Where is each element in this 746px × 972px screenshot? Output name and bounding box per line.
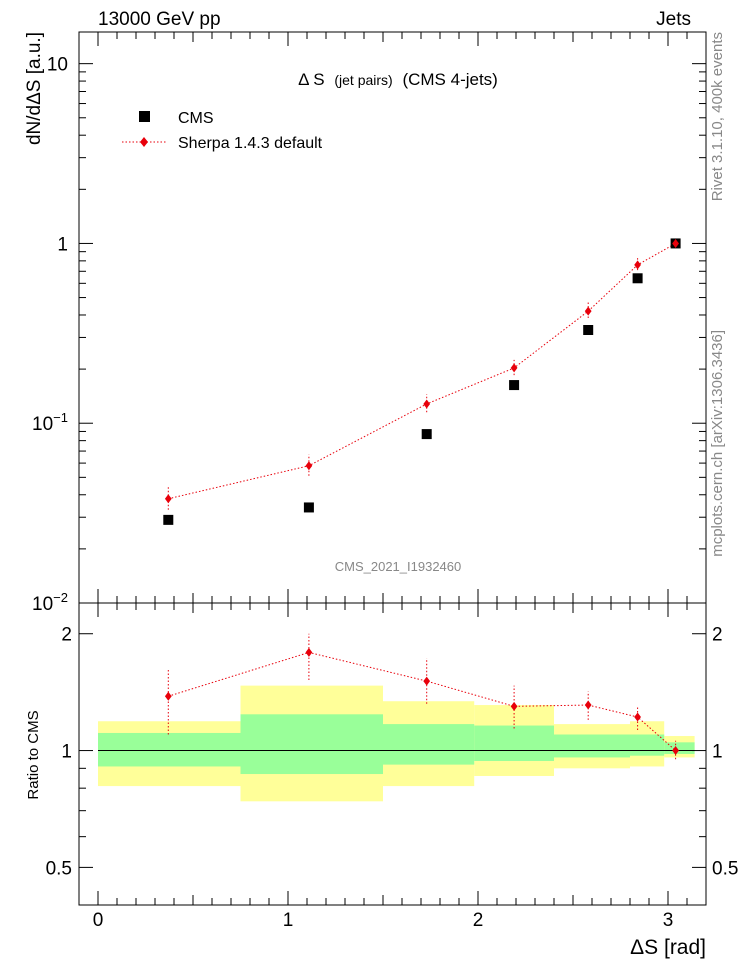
- mc-line: [168, 243, 676, 500]
- ratio-x-ticks: 0 1 2 3: [93, 603, 707, 931]
- tick-exponent: −2: [53, 590, 68, 605]
- ratio-x-tick-label: 2: [473, 910, 484, 931]
- ratio-y-tick-label-right: 0.5: [712, 858, 738, 879]
- ratio-x-tick-label: 1: [283, 910, 294, 931]
- cms-point: [632, 273, 643, 284]
- cms-point: [163, 514, 174, 525]
- main-title: Δ S (jet pairs) (CMS 4-jets): [298, 70, 498, 89]
- title-main: Δ S: [298, 70, 324, 89]
- ratio-mc-point: [305, 647, 313, 657]
- tick-exponent: −1: [53, 410, 68, 425]
- legend-mc-label: Sherpa 1.4.3 default: [178, 135, 323, 152]
- main-ylabel: dN/dΔS [a.u.]: [24, 32, 45, 145]
- mc-point: [584, 306, 592, 316]
- main-y-tick-label: 10−2: [32, 590, 68, 615]
- ratio-ylabel: Ratio to CMS: [25, 710, 42, 799]
- ratio-x-tick-label: 3: [663, 910, 674, 931]
- ratio-mc-point: [164, 691, 172, 701]
- tick-base: 10: [32, 594, 53, 615]
- legend-cms-label: CMS: [178, 110, 214, 127]
- ratio-inner-band: [240, 714, 383, 775]
- ratio-mc-point: [672, 746, 679, 756]
- ratio-y-tick-label-right: 2: [712, 625, 723, 646]
- ratio-xlabel: ΔS [rad]: [630, 936, 706, 959]
- ratio-y-ticks: 2 2 1 1 0.5 0.5: [46, 625, 738, 906]
- mcplots-label: mcplots.cern.ch [arXiv:1306.3436]: [709, 330, 726, 557]
- mc-point: [672, 238, 679, 248]
- ratio-inner-band: [383, 724, 475, 765]
- main-plot-area: [163, 238, 681, 525]
- legend-mc-marker: [140, 137, 148, 147]
- cms-point: [303, 502, 314, 513]
- ratio-inner-band: [98, 732, 241, 767]
- main-y-tick-label: 10: [47, 55, 68, 76]
- header-left: 13000 GeV pp: [98, 9, 221, 30]
- legend: CMS Sherpa 1.4.3 default: [122, 110, 323, 152]
- ratio-x-tick-label: 0: [93, 910, 104, 931]
- ratio-panel: 2 2 1 1 0.5 0.5 0 1 2 3 Ratio to CMS ΔS [rad]: [25, 602, 738, 959]
- rivet-label: Rivet 3.1.10, 400k events: [709, 32, 726, 201]
- mc-point: [510, 363, 518, 373]
- ratio-mc-point: [510, 701, 518, 711]
- title-tail: (CMS 4-jets): [402, 70, 497, 89]
- title-sub: (jet pairs): [334, 72, 392, 88]
- mc-point: [164, 494, 172, 504]
- main-x-ticks: [97, 32, 707, 603]
- ratio-y-tick-label-right: 1: [712, 742, 723, 763]
- cms-point: [421, 429, 432, 440]
- tick-base: 10: [32, 414, 53, 435]
- header-right: Jets: [656, 9, 691, 30]
- cms-point: [583, 325, 594, 336]
- cms-point: [509, 380, 520, 391]
- ratio-mc-point: [634, 712, 641, 722]
- ratio-inner-band: [474, 725, 554, 761]
- mc-point: [423, 399, 431, 409]
- ratio-plot-area: [98, 633, 695, 802]
- main-y-tick-label: 10−1: [32, 410, 68, 435]
- ratio-inner-band: [630, 734, 665, 756]
- mc-point: [634, 260, 641, 270]
- legend-cms-marker: [139, 111, 150, 122]
- ratio-y-tick-label-left: 0.5: [46, 858, 72, 879]
- analysis-watermark: CMS_2021_I1932460: [335, 559, 462, 574]
- ratio-y-tick-label-left: 1: [61, 742, 72, 763]
- ratio-mc-point: [423, 676, 431, 686]
- ratio-inner-band: [554, 734, 630, 758]
- ratio-inner-band: [664, 742, 695, 754]
- ratio-mc-point: [584, 700, 592, 710]
- ratio-frame: [78, 602, 707, 906]
- ratio-y-tick-label-left: 2: [61, 625, 72, 646]
- mc-point: [305, 461, 313, 471]
- main-y-tick-label: 1: [57, 234, 68, 255]
